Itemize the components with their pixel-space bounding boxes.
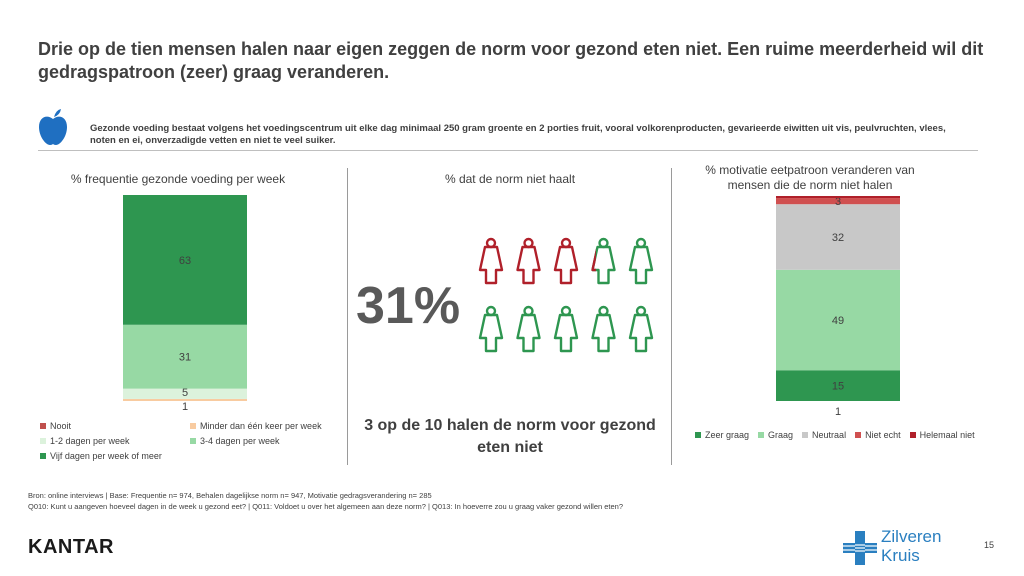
bar-segment <box>776 196 900 199</box>
apple-icon <box>39 109 67 145</box>
data-label: 1 <box>835 406 841 418</box>
source-line: Bron: online interviews | Base: Frequent… <box>28 491 432 500</box>
data-label: 15 <box>832 381 844 393</box>
legend-label: 1-2 dagen per week <box>50 436 130 446</box>
kantar-logo: KANTAR <box>28 536 114 558</box>
bar-segment <box>776 269 900 371</box>
legend-label: Graag <box>768 430 794 440</box>
data-label: 3 <box>835 196 841 208</box>
data-label: 32 <box>832 232 844 244</box>
legend-item: Neutraal <box>802 430 846 440</box>
legend-label: 3-4 dagen per week <box>200 436 280 446</box>
bar-segment <box>123 324 247 389</box>
legend-swatch <box>695 432 701 438</box>
person-icon <box>591 237 616 285</box>
question-line: Q010: Kunt u aangeven hoeveel dagen in d… <box>28 502 624 511</box>
legend-item: Helemaal niet <box>909 430 975 440</box>
legend-swatch <box>190 438 196 444</box>
legend-label: Nooit <box>50 421 72 431</box>
bar-segment <box>123 398 247 401</box>
legend-swatch <box>40 453 46 459</box>
legend-item: 1-2 dagen per week <box>40 436 130 446</box>
person-icon <box>516 305 541 353</box>
legend-swatch <box>909 432 916 438</box>
zilveren-kruis-logo: Zilveren Kruis <box>843 527 963 567</box>
logo-text: Zilveren <box>881 527 942 546</box>
legend-item: Vijf dagen per week of meer <box>40 451 162 461</box>
bar-segment <box>776 204 900 270</box>
percentage-value: 31% <box>356 277 461 335</box>
person-icon <box>628 237 654 285</box>
person-icon <box>478 305 504 353</box>
chart-title: % motivatie eetpatroon veranderen van me… <box>705 163 915 192</box>
legend-label: Minder dan één keer per week <box>200 421 322 431</box>
page-title: Drie op de tien mensen halen naar eigen … <box>38 39 984 82</box>
legend-item: Zeer graag <box>695 430 749 440</box>
pictogram-caption: 3 op de 10 halen de norm voor gezond ete… <box>364 417 656 456</box>
legend-swatch <box>40 438 46 444</box>
logo-text: Kruis <box>881 546 920 565</box>
legend-label: Zeer graag <box>705 430 750 440</box>
bar-segment <box>123 388 247 399</box>
person-icon <box>553 237 579 285</box>
person-icon <box>591 305 616 353</box>
legend-swatch <box>855 432 862 438</box>
person-icon <box>628 305 654 353</box>
person-icon <box>553 305 579 353</box>
legend-label: Neutraal <box>812 430 847 440</box>
data-label: 63 <box>179 255 191 267</box>
chart-title: % dat de norm niet haalt <box>444 172 576 186</box>
legend-item: 3-4 dagen per week <box>190 436 280 446</box>
legend-swatch <box>758 432 765 438</box>
legend-swatch <box>40 423 46 429</box>
legend-item: Nooit <box>40 421 71 431</box>
chart-title: % frequentie gezonde voeding per week <box>70 172 286 186</box>
bar-segment <box>123 195 247 325</box>
legend-item: Niet echt <box>855 430 901 440</box>
motivation-legend: Zeer graag Graag Neutraal Niet echt Helemaal… <box>695 430 1015 440</box>
legend-label: Niet echt <box>865 430 901 440</box>
person-icon <box>516 237 541 285</box>
legend-label: Helemaal niet <box>919 430 975 440</box>
person-icon <box>478 237 504 285</box>
data-label: 31 <box>179 352 191 364</box>
divider <box>38 150 978 151</box>
data-label: 5 <box>182 387 188 399</box>
legend-label: Vijf dagen per week of meer <box>50 451 162 461</box>
legend-swatch <box>802 432 809 438</box>
data-label: 49 <box>832 315 844 327</box>
cross-icon <box>843 531 877 565</box>
data-label: 1 <box>182 401 188 413</box>
panel-divider <box>671 168 672 465</box>
legend-item: Graag <box>758 430 793 440</box>
legend-swatch <box>190 423 196 429</box>
bar-segment <box>776 370 900 401</box>
panel-divider <box>347 168 348 465</box>
definition-text: Gezonde voeding bestaat volgens het voed… <box>90 123 946 146</box>
source-note: Bron: online interviews | Base: Frequent… <box>28 490 1008 512</box>
bar-segment <box>776 198 900 205</box>
page-number: 15 <box>984 540 995 550</box>
legend-item: Minder dan één keer per week <box>190 421 322 431</box>
